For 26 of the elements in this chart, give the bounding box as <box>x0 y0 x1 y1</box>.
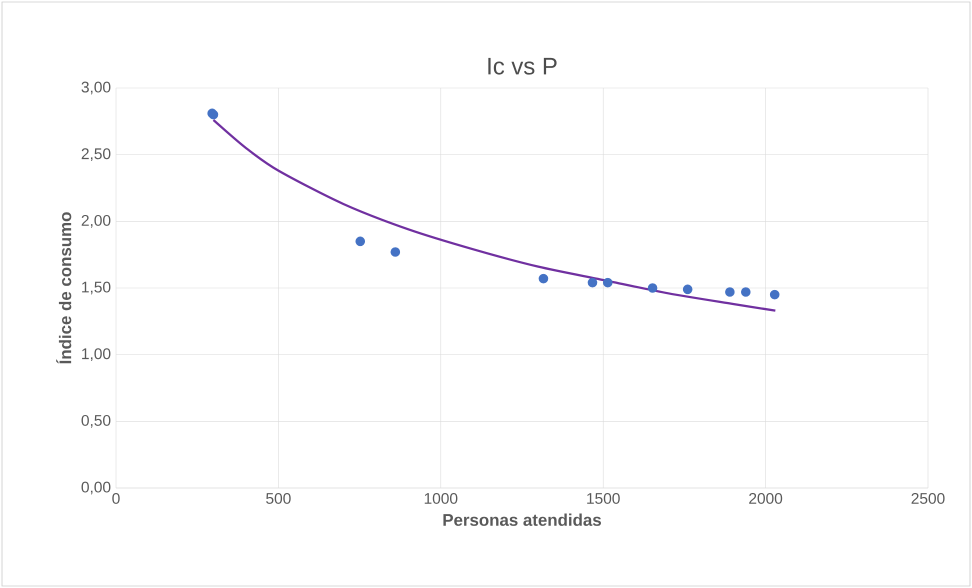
y-tick-label: 1,00 <box>82 348 110 362</box>
x-tick-label: 1000 <box>424 492 458 504</box>
point <box>390 247 400 257</box>
y-tick-label: 2,50 <box>82 148 110 162</box>
y-axis-title: Índice de consumo <box>56 212 72 364</box>
point <box>602 278 613 288</box>
x-tick-label: 2000 <box>749 492 782 504</box>
x-tick-label: 500 <box>266 492 291 504</box>
point <box>648 283 658 293</box>
x-tick-label: 1500 <box>587 492 620 504</box>
y-tick-label: 3,00 <box>82 82 110 94</box>
x-tick-label: 2500 <box>912 492 945 504</box>
point <box>682 284 692 294</box>
x-axis-title: Personas atendidas <box>443 514 601 526</box>
y-tick-label: 1,50 <box>82 282 110 294</box>
point <box>770 290 780 300</box>
point <box>588 278 598 288</box>
chart-title: Ic vs P <box>488 58 557 75</box>
y-tick-label: 0,00 <box>82 482 110 494</box>
y-tick-label: 0,50 <box>82 414 110 428</box>
point <box>355 236 366 246</box>
point <box>538 274 548 284</box>
point <box>725 287 735 297</box>
y-tick-label: 2,00 <box>82 214 110 228</box>
point <box>741 287 751 297</box>
x-tick-label: 0 <box>112 492 120 504</box>
